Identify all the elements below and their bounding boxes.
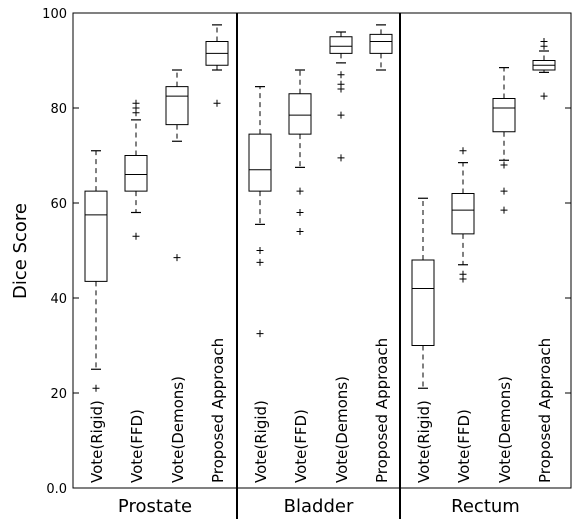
method-label: Vote(Rigid): [415, 400, 433, 483]
box: [329, 36, 353, 54]
y-tick-label: 100: [42, 7, 67, 22]
method-label: Vote(FFD): [128, 409, 146, 483]
outlier-point: [337, 111, 345, 119]
outlier-point: [92, 384, 100, 392]
method-label: Proposed Approach: [536, 338, 554, 483]
outlier-point: [500, 187, 508, 195]
box: [369, 33, 393, 54]
method-label: Vote(FFD): [455, 409, 473, 483]
method-label: Proposed Approach: [373, 338, 391, 483]
box: [492, 98, 516, 133]
outlier-point: [256, 247, 264, 254]
box: [451, 193, 475, 235]
outlier-point: [500, 161, 508, 169]
outlier-point: [256, 258, 264, 266]
plot-area: Prostate Vote(Rigid) Vote(FFD) Vote(Demons)…: [72, 12, 572, 519]
group-label: Prostate: [118, 496, 192, 517]
outlier-point: [213, 99, 221, 107]
outlier-point: [296, 228, 304, 235]
outlier-point: [459, 147, 467, 155]
method-label: Vote(FFD): [292, 409, 310, 483]
outlier-point: [540, 38, 548, 45]
method-label: Vote(Demons): [496, 376, 514, 483]
y-axis-label: Dice Score: [10, 203, 31, 299]
y-tick-label: 80: [50, 102, 67, 117]
box: [165, 86, 189, 126]
box: [288, 93, 312, 135]
method-label: Vote(Rigid): [88, 400, 106, 483]
y-axis: 0.0 20 40 60 80 100: [42, 7, 571, 497]
y-tick-label: 20: [50, 387, 67, 402]
outlier-point: [337, 154, 345, 162]
outlier-point: [500, 206, 508, 214]
box: [84, 190, 108, 282]
outlier-point: [337, 80, 345, 88]
outlier-point: [540, 92, 548, 100]
box: [411, 259, 435, 346]
outlier-point: [459, 270, 467, 278]
outlier-point: [337, 71, 345, 79]
plot-frame: [72, 12, 572, 489]
outlier-point: [296, 209, 304, 216]
y-tick-label: 60: [50, 197, 67, 212]
outlier-point: [132, 232, 140, 240]
method-label: Vote(Demons): [169, 376, 187, 483]
outlier-point: [132, 99, 140, 107]
y-tick-label: 40: [50, 292, 67, 307]
y-tick-label: 0.0: [46, 482, 67, 497]
box: [124, 155, 148, 192]
box: [248, 133, 272, 192]
outlier-point: [296, 187, 304, 195]
group-label: Rectum: [451, 496, 520, 517]
group-label: Bladder: [284, 496, 354, 517]
method-label: Vote(Rigid): [252, 400, 270, 483]
method-label: Vote(Demons): [333, 376, 351, 483]
outlier-point: [256, 330, 264, 338]
outlier-point: [173, 254, 181, 262]
method-label: Proposed Approach: [209, 338, 227, 483]
